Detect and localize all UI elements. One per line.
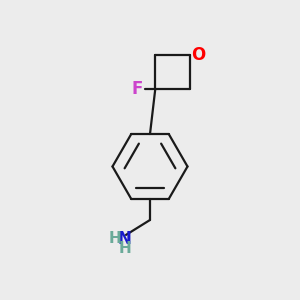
Text: H: H <box>118 241 131 256</box>
Text: N: N <box>118 230 131 247</box>
Text: H: H <box>109 231 121 246</box>
Text: O: O <box>191 46 205 64</box>
Text: F: F <box>132 80 143 98</box>
